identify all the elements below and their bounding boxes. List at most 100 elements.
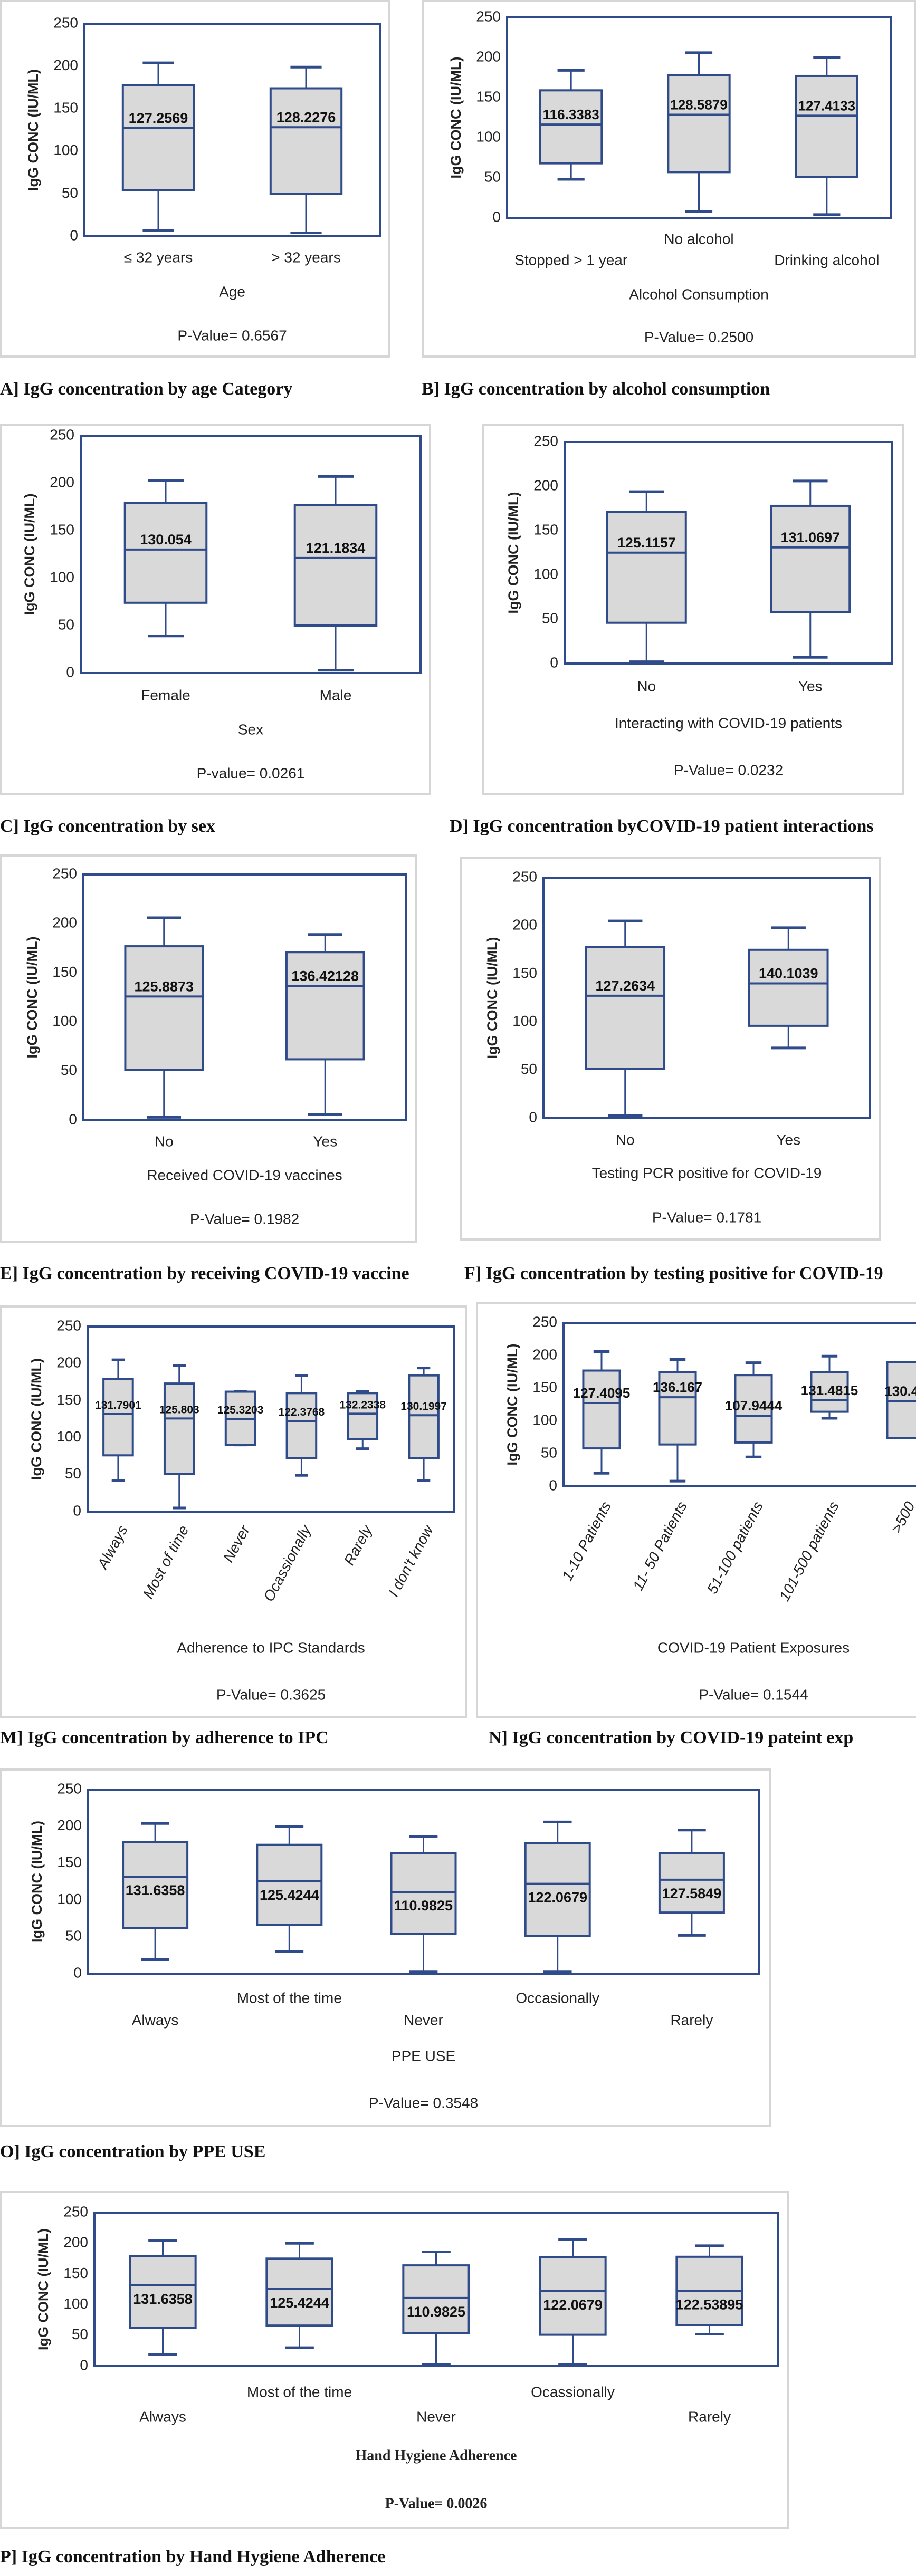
median-value-label: 131.6358: [126, 1882, 185, 1898]
iqr-box: [748, 948, 829, 1027]
y-tick-label: 250: [533, 432, 558, 449]
median-value-label: 125.1157: [617, 535, 676, 551]
category-label: Male: [320, 687, 352, 703]
y-tick-label: 50: [542, 610, 558, 626]
chart-panel-m: 0 50 100 150 200 250 IgG CONC (IU/ML) 131.7901 A…: [0, 1305, 467, 1718]
category-label: Drinking alcohol: [774, 252, 879, 268]
category-label: Most of the time: [247, 2383, 352, 2400]
y-tick-label: 0: [69, 1111, 77, 1127]
y-tick-label: 100: [512, 1013, 537, 1029]
iqr-box: [285, 951, 365, 1061]
p-value: P-Value= 0.1781: [652, 1209, 761, 1225]
box-2: 125.803: [159, 1364, 199, 1510]
y-tick-label: 50: [61, 1062, 77, 1078]
iqr-box: [121, 84, 195, 191]
chart-panel-a: 0 50 100 150 200 250 IgG CONC (IU/ML) 127.2569 ≤…: [0, 0, 390, 358]
y-tick-label: 150: [476, 88, 501, 104]
box-1: 131.6358: [129, 2239, 197, 2356]
box-6: 130.1997: [400, 1367, 447, 1482]
median-value-label: 132.2338: [339, 1399, 386, 1411]
median-value-label: 140.1039: [759, 965, 818, 981]
median-value-label: 128.5879: [670, 97, 727, 113]
category-label: No: [155, 1133, 174, 1149]
p-value: P-Value= 0.2500: [644, 329, 753, 345]
box-2: 125.4244: [256, 1825, 323, 1953]
box-4: 122.0679: [524, 1820, 591, 1973]
plot-frame: [80, 435, 422, 674]
median-value-label: 127.4095: [573, 1385, 630, 1401]
iqr-box: [539, 89, 603, 165]
iqr-box: [123, 502, 208, 604]
p-value: P-Value= 0.1982: [190, 1210, 299, 1227]
y-tick-label: 50: [58, 616, 74, 632]
y-tick-label: 200: [63, 2234, 88, 2251]
box-5: 130.44: [884, 1361, 916, 1439]
median-value-label: 127.2569: [129, 110, 188, 126]
median-value-label: 110.9825: [394, 1898, 453, 1914]
median-value-label: 110.9825: [407, 2304, 465, 2320]
y-tick-label: 150: [53, 100, 78, 116]
x-axis-label: COVID-19 Patient Exposures: [657, 1639, 850, 1656]
median-value-label: 130.1997: [400, 1400, 447, 1412]
iqr-box: [795, 74, 858, 178]
median-value-label: 121.1834: [306, 540, 366, 556]
median-value-label: 127.2634: [595, 978, 655, 994]
plot-frame: [562, 1322, 916, 1487]
p-value: P-Value= 0.1544: [699, 1686, 808, 1703]
plot-frame: [83, 23, 381, 237]
figure-caption-d: D] IgG concentration byCOVID-19 patient …: [450, 816, 874, 836]
iqr-box: [658, 1852, 725, 1914]
y-tick-label: 100: [53, 142, 78, 158]
iqr-box: [734, 1374, 773, 1444]
median-value-label: 131.6358: [133, 2291, 193, 2307]
x-axis-label: Sex: [238, 721, 263, 737]
box-2: 128.2276: [269, 65, 343, 235]
panel-border: [460, 857, 881, 1241]
y-axis-label: IgG CONC (IU/ML): [28, 1358, 44, 1480]
category-label: Always: [139, 2408, 186, 2425]
y-tick-label: 200: [533, 477, 558, 493]
median-value-label: 122.3768: [279, 1406, 325, 1418]
y-tick-label: 150: [56, 1391, 81, 1408]
y-tick-label: 100: [52, 1013, 77, 1029]
box-1: 131.6358: [122, 1822, 189, 1961]
box-2: 140.1039: [748, 926, 829, 1050]
x-axis-label: Hand Hygiene Adherence: [356, 2447, 517, 2464]
category-label: Never: [416, 2408, 456, 2425]
y-axis-label: IgG CONC (IU/ML): [505, 492, 521, 614]
category-label: Ocassionally: [531, 2383, 615, 2400]
box-4: 122.0679: [539, 2238, 607, 2366]
x-axis-label: Received COVID-19 vaccines: [147, 1167, 342, 1183]
box-4: 122.3768: [279, 1374, 325, 1477]
median-value-label: 131.4815: [801, 1382, 858, 1398]
box-2: 125.4244: [265, 2242, 333, 2349]
x-axis-label: Interacting with COVID-19 patients: [615, 715, 842, 731]
median-value-label: 131.0697: [780, 530, 840, 545]
y-tick-label: 100: [63, 2295, 88, 2312]
y-tick-label: 0: [549, 1477, 557, 1493]
plot-frame: [93, 2212, 779, 2367]
box-2: 136.42128: [285, 933, 365, 1116]
category-label: Always: [132, 2012, 179, 2028]
box-1: 125.1157: [606, 490, 687, 664]
figure-caption-o: O] IgG concentration by PPE USE: [0, 2142, 266, 2161]
y-tick-label: 200: [56, 1354, 81, 1371]
plot-frame: [564, 441, 893, 665]
y-tick-label: 250: [57, 1780, 82, 1796]
y-tick-label: 250: [476, 8, 501, 24]
category-label: Rarely: [688, 2408, 731, 2425]
iqr-box: [122, 1841, 189, 1929]
figure-caption-f: F] IgG concentration by testing positive…: [464, 1264, 883, 1283]
iqr-box: [582, 1369, 621, 1450]
category-label: No: [616, 1131, 635, 1148]
box-2: 121.1834: [293, 475, 378, 672]
category-label: No: [637, 678, 656, 694]
y-axis-label: IgG CONC (IU/ML): [25, 69, 41, 191]
iqr-box: [265, 2257, 333, 2327]
chart-panel-p: 0 50 100 150 200 250 IgG CONC (IU/ML) 131.6358 A…: [0, 2191, 789, 2529]
iqr-box: [390, 1852, 457, 1935]
box-2: 136.167: [653, 1358, 702, 1483]
plot-frame: [542, 877, 871, 1119]
x-axis-label: PPE USE: [392, 2048, 455, 2064]
iqr-box: [658, 1371, 697, 1446]
